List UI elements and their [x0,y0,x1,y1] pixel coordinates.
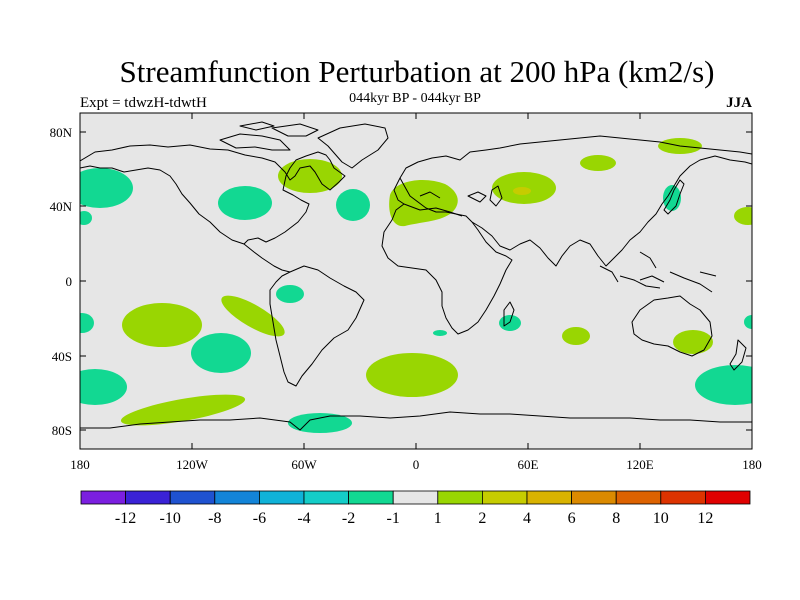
period-label: 044kyr BP - 044kyr BP [349,91,481,106]
colorbar-swatch [125,490,171,505]
colorbar-label: -6 [253,510,266,527]
colorbar-label: 10 [653,510,669,527]
season-label: JJA [726,95,752,111]
colorbar-swatch [705,490,751,505]
coast-greenland [317,123,389,169]
colorbar-swatch [526,490,572,505]
region-east-edge-south [744,315,752,329]
region-southern-ocean-band [120,394,246,426]
colorbar-swatch [660,490,706,505]
colorbar-swatch [437,490,483,505]
colorbar: -12 -10 -8 -6 -4 -2 -1 1 2 4 6 8 10 12 [80,490,751,527]
region-north-atlantic [336,189,370,221]
region-central-asia-core [513,187,531,195]
region-hudson-bay [278,159,342,193]
colorbar-label: 6 [568,510,576,527]
colorbar-swatch [348,490,394,505]
coast-south-america [269,265,365,387]
region-north-pacific-east [218,186,272,220]
region-south-america-coast [276,285,304,303]
region-southwest-pacific [695,365,752,405]
region-southeast-pacific [191,333,251,373]
tick-marks [80,113,752,449]
coastlines [80,121,752,431]
figure-title: Streamfunction Perturbation at 200 hPa (… [120,54,715,89]
coast-asia [471,135,752,267]
colorbar-swatch [303,490,349,505]
colorbar-label: -2 [342,510,355,527]
colorbar-label: 12 [697,510,713,527]
lon-label-60w: 60W [291,457,317,472]
colorbar-swatch [615,490,662,505]
x-axis-labels: 180 120W 60W 0 60E 120E 180 [70,457,762,472]
colorbar-label: -8 [208,510,221,527]
colorbar-label: 8 [612,510,620,527]
colorbar-swatch [214,490,260,505]
region-drake-passage [288,413,352,433]
lon-label-120e: 120E [626,457,654,472]
colorbar-swatch [258,490,305,505]
region-madagascar [499,315,521,331]
lon-label-180w: 180 [70,457,90,472]
lat-label-40n: 40N [50,199,73,214]
colorbar-label: 2 [478,510,486,527]
lon-label-0: 0 [413,457,420,472]
region-southern-ocean-west [80,369,127,405]
colorbar-label: 1 [434,510,442,527]
region-dateline-west-edge [80,211,92,225]
colorbar-swatch [80,490,126,505]
lon-label-60e: 60E [518,457,539,472]
region-indian-ocean [562,327,590,345]
colorbar-label: -1 [387,510,400,527]
coast-antarctica [80,411,752,431]
coast-arctic-islands [219,121,319,151]
region-arctic-east [580,155,616,171]
region-south-atlantic [366,353,458,397]
lon-label-120w: 120W [176,457,209,472]
lat-label-40s: 40S [52,349,72,364]
region-dateline-40n [734,207,752,225]
map-panel [80,113,752,449]
colorbar-label: -12 [115,510,136,527]
colorbar-label: 4 [523,510,531,527]
coast-japan [663,179,685,215]
coast-madagascar [503,301,515,327]
region-west-edge-south [80,313,94,333]
coast-caspian [467,185,503,207]
lat-label-0: 0 [66,274,73,289]
coast-mediterranean [403,191,463,217]
region-southeast-pacific-band [221,295,285,337]
colorbar-label: -10 [160,510,181,527]
lat-label-80n: 80N [50,125,73,140]
region-north-pacific-west [80,168,133,208]
y-axis-labels: 80N 40N 0 40S 80S [50,125,73,438]
lat-label-80s: 80S [52,423,72,438]
region-mozambique [433,330,447,336]
colorbar-swatch [392,490,439,505]
lon-label-180e: 180 [742,457,762,472]
experiment-label: Expt = tdwzH-tdwtH [80,95,207,111]
region-south-pacific-band [122,303,202,347]
coast-maritime-asia [599,251,717,293]
region-western-europe [389,179,458,227]
coast-new-zealand [729,339,747,371]
shaded-regions [80,138,752,433]
coast-north-america [80,144,346,273]
colorbar-swatch [169,490,216,505]
colorbar-label: -4 [297,510,310,527]
colorbar-swatch [481,490,528,505]
colorbar-swatch [571,490,617,505]
region-southern-australia [673,330,713,354]
coast-australia [631,295,713,357]
